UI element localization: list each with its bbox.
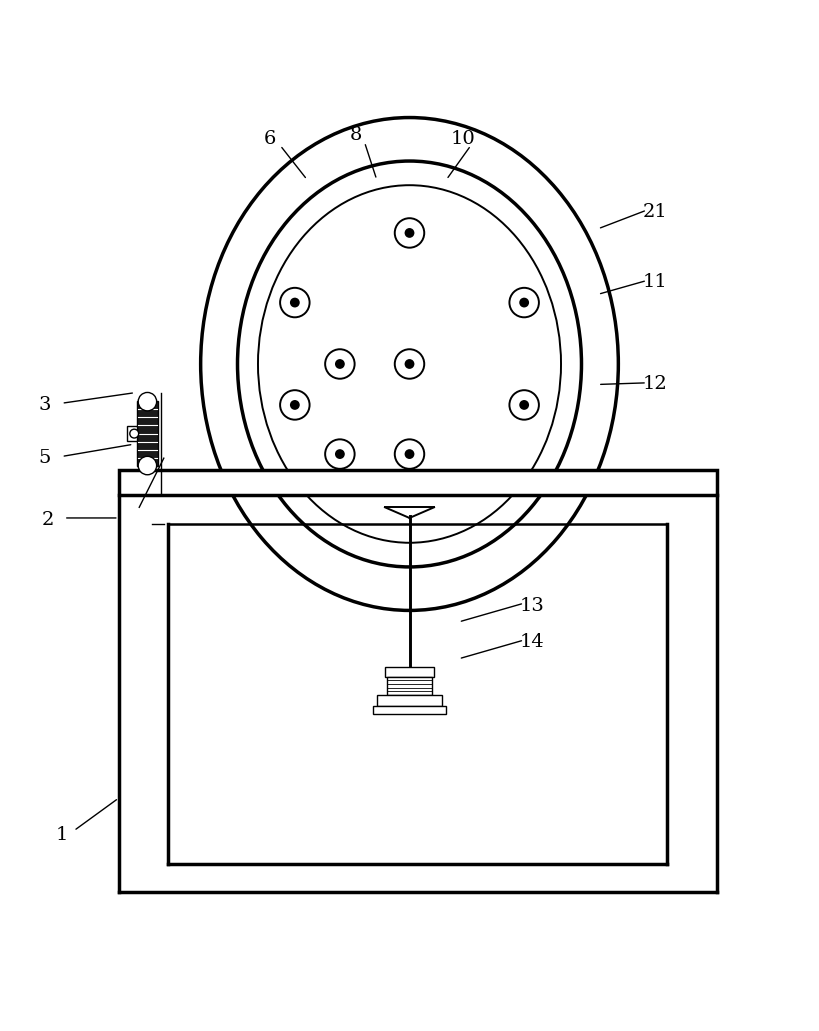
- Circle shape: [280, 288, 310, 318]
- Ellipse shape: [238, 161, 581, 567]
- Bar: [387, 676, 432, 695]
- Bar: [127, 426, 137, 441]
- Circle shape: [395, 350, 424, 378]
- Text: 6: 6: [264, 130, 277, 147]
- Circle shape: [129, 429, 138, 438]
- Bar: [137, 401, 157, 466]
- Bar: [385, 667, 434, 676]
- Bar: [119, 470, 717, 495]
- Circle shape: [290, 400, 300, 410]
- Circle shape: [405, 359, 414, 369]
- Circle shape: [325, 439, 355, 469]
- Circle shape: [325, 350, 355, 378]
- Circle shape: [290, 298, 300, 307]
- Ellipse shape: [258, 186, 561, 542]
- Text: 14: 14: [520, 633, 545, 652]
- Ellipse shape: [201, 118, 618, 610]
- Text: 8: 8: [350, 126, 363, 143]
- Text: 10: 10: [450, 130, 475, 147]
- Circle shape: [519, 400, 529, 410]
- Text: 13: 13: [520, 597, 545, 614]
- Text: 1: 1: [55, 826, 68, 844]
- Circle shape: [138, 393, 156, 411]
- Text: 12: 12: [643, 375, 667, 394]
- Circle shape: [509, 390, 539, 420]
- Text: 11: 11: [643, 273, 667, 291]
- Circle shape: [335, 450, 345, 459]
- Circle shape: [138, 457, 156, 474]
- Text: 3: 3: [38, 396, 52, 413]
- Circle shape: [280, 390, 310, 420]
- Circle shape: [395, 219, 424, 247]
- Bar: [377, 695, 442, 705]
- Circle shape: [509, 288, 539, 318]
- Circle shape: [395, 439, 424, 469]
- Circle shape: [519, 298, 529, 307]
- Text: 21: 21: [643, 203, 667, 222]
- Text: 2: 2: [41, 510, 54, 529]
- Circle shape: [405, 450, 414, 459]
- Text: 5: 5: [38, 450, 52, 467]
- Circle shape: [405, 228, 414, 238]
- Circle shape: [335, 359, 345, 369]
- Bar: [373, 705, 446, 713]
